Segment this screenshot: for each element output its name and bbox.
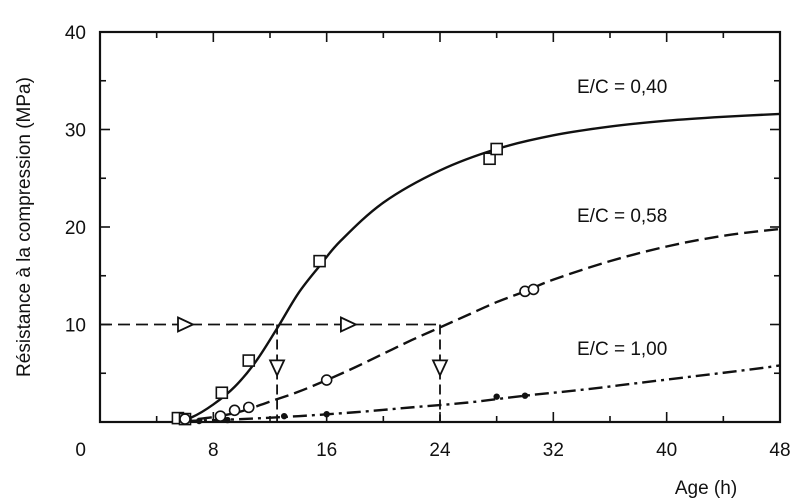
- data-point-square: [215, 386, 229, 400]
- tick-labels: 8 16 24 32 40 48 10 20 30 40 0: [65, 23, 791, 461]
- series-curves: [177, 112, 781, 423]
- data-point-circle: [527, 283, 540, 296]
- series-label: E/C = 0,58: [577, 206, 667, 227]
- x-tick-label: 40: [656, 440, 677, 461]
- data-point-square: [242, 354, 256, 367]
- x-tick-label: 16: [316, 440, 337, 461]
- series-markers: [171, 142, 540, 426]
- series-line-2: [177, 227, 781, 423]
- data-point-circle: [179, 413, 191, 425]
- data-point-circle: [242, 401, 255, 414]
- y-tick-label: 30: [65, 121, 86, 142]
- data-point-circle: [228, 404, 241, 417]
- series-line-3: [184, 364, 781, 423]
- data-point-dot: [280, 412, 288, 420]
- right-arrow-icon: [177, 316, 196, 333]
- right-arrow-icon: [340, 316, 359, 333]
- data-point-dot: [195, 417, 203, 425]
- data-point-square: [483, 152, 496, 166]
- down-arrow-icon: [268, 359, 286, 378]
- data-point-dot: [224, 416, 231, 424]
- origin-tick-label: 0: [75, 440, 86, 461]
- data-point-square: [490, 142, 503, 156]
- series-label: E/C = 1,00: [577, 339, 667, 360]
- x-tick-label: 24: [429, 440, 451, 461]
- annotations: [100, 316, 449, 422]
- y-tick-label: 40: [65, 23, 86, 44]
- x-axis-label: Age (h): [675, 478, 737, 499]
- down-arrow-icon: [431, 359, 449, 378]
- series-line-1: [177, 112, 781, 422]
- tick-marks: [100, 32, 780, 422]
- data-point-dot: [493, 393, 500, 400]
- data-point-circle: [214, 410, 227, 422]
- series-label: E/C = 0,40: [577, 77, 667, 98]
- series-labels: E/C = 0,40 E/C = 0,58 E/C = 1,00: [577, 77, 667, 360]
- data-point-dot: [323, 411, 330, 418]
- x-tick-label: 48: [769, 440, 790, 461]
- data-point-square: [313, 254, 326, 268]
- y-tick-label: 20: [65, 218, 86, 239]
- y-tick-label: 10: [65, 316, 86, 337]
- data-point-circle: [320, 374, 333, 386]
- x-tick-label: 32: [543, 440, 564, 461]
- y-axis-label: Résistance à la compression (MPa): [14, 77, 35, 377]
- x-tick-label: 8: [208, 440, 219, 461]
- data-point-dot: [521, 392, 529, 399]
